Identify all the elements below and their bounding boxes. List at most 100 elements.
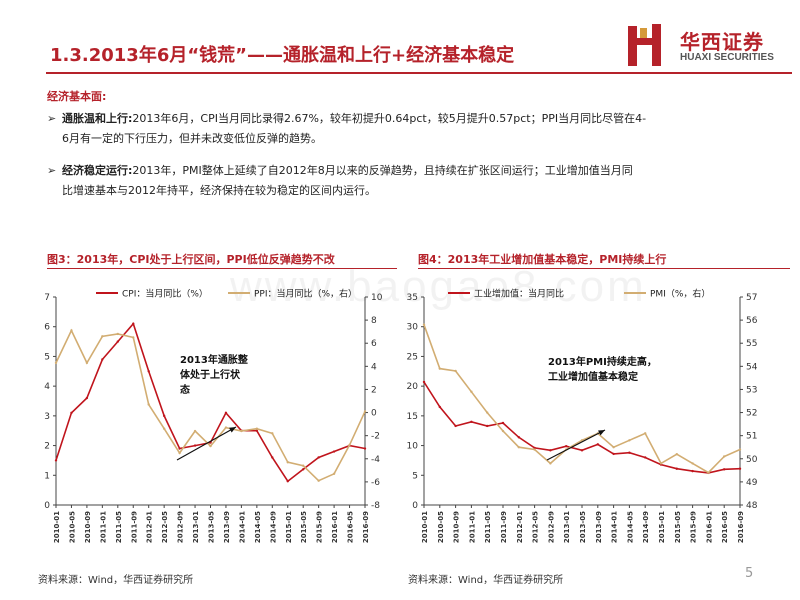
x-tick-label: 2015-09 (690, 511, 698, 543)
x-tick-label: 2014-05 (626, 511, 634, 543)
bullet-line: 6月有一定的下行压力，但并未改变低位反弹的趋势。 (62, 132, 322, 145)
data-point (240, 429, 243, 433)
data-point (193, 444, 197, 447)
data-point (628, 451, 631, 454)
data-point (317, 479, 320, 482)
x-tick-label: 2010-01 (421, 511, 429, 543)
legend-label: PPI：当月同比（%，右） (254, 288, 357, 300)
x-tick-label: 2010-05 (68, 511, 76, 543)
x-tick-label: 2011-09 (500, 511, 508, 543)
y-right-tick-label: 10 (371, 293, 383, 303)
x-tick-label: 2010-09 (84, 511, 92, 543)
x-tick-label: 2013-01 (192, 511, 200, 543)
data-point (70, 329, 73, 332)
bullet-line: 比增速基本与2012年持平，经济保持在较为稳定的区间内运行。 (62, 184, 376, 197)
data-point (738, 448, 742, 451)
data-point (162, 414, 166, 418)
y-left-tick-label: 1 (44, 471, 50, 481)
y-right-tick-label: 6 (371, 339, 377, 349)
data-point (596, 443, 599, 446)
annotation-text: 体处于上行状 (180, 368, 241, 381)
data-point (675, 467, 678, 470)
data-point (54, 459, 58, 462)
bullet-heading: 经济稳定运行: (62, 164, 133, 177)
annotation-arrow (546, 429, 606, 461)
data-point (517, 446, 520, 449)
data-point (147, 370, 150, 373)
x-tick-label: 2013-05 (579, 511, 587, 543)
data-point (644, 432, 647, 435)
x-tick-label: 2014-01 (238, 511, 246, 543)
bullet-inflation: ➢ 通胀温和上行:2013年6月，CPI当月同比录得2.67%，较年初提升0.6… (47, 109, 757, 149)
data-point (178, 451, 181, 455)
data-point (178, 447, 181, 450)
annotation-text: 工业增加值基本稳定 (548, 370, 638, 383)
x-tick-label: 2016-01 (331, 511, 339, 543)
x-tick-label: 2013-09 (595, 511, 603, 543)
data-point (116, 332, 120, 336)
y-right-tick-label: 54 (746, 362, 758, 372)
x-tick-label: 2010-01 (53, 511, 61, 543)
data-point (271, 432, 274, 435)
data-point (224, 411, 228, 415)
x-tick-label: 2012-09 (177, 511, 185, 543)
data-point (317, 456, 320, 459)
annotation-arrow (176, 426, 237, 461)
data-point (691, 469, 694, 473)
data-point (271, 456, 274, 459)
y-left-tick-label: 10 (407, 442, 419, 452)
y-left-tick-label: 5 (44, 352, 50, 362)
x-tick-label: 2011-09 (130, 511, 138, 543)
data-point (54, 361, 58, 365)
data-point (302, 464, 305, 467)
y-left-tick-label: 30 (407, 323, 419, 333)
x-tick-label: 2015-05 (674, 511, 682, 543)
y-right-tick-label: 52 (746, 409, 757, 419)
data-point (659, 462, 663, 465)
y-left-tick-label: 4 (44, 382, 50, 392)
annotation-text: 2013年通胀整 (180, 353, 248, 366)
data-point (454, 424, 457, 428)
data-point (332, 472, 336, 475)
y-right-tick-label: 51 (746, 432, 757, 442)
chart4-title-rule (418, 268, 790, 269)
y-left-tick-label: 6 (44, 323, 50, 333)
chart3-title: 图3：2013年，CPI处于上行区间，PPI低位反弹趋势不改 (47, 253, 335, 266)
x-tick-label: 2014-09 (642, 511, 650, 543)
bullet-line: 2013年，PMI整体上延续了自2012年8月以来的反弹趋势，且持续在扩张区间运… (132, 164, 633, 177)
header-divider (46, 72, 792, 74)
x-tick-label: 2015-09 (316, 511, 324, 543)
data-point (549, 462, 552, 465)
x-tick-label: 2012-09 (547, 511, 555, 543)
data-point (486, 411, 489, 414)
y-right-tick-label: 56 (746, 316, 758, 326)
x-tick-label: 2010-05 (437, 511, 445, 543)
x-tick-label: 2011-05 (484, 511, 492, 543)
data-point (209, 444, 212, 448)
data-point (193, 429, 197, 433)
data-point (738, 467, 742, 470)
legend-label: 工业增加值：当月同比 (474, 288, 564, 300)
data-point (612, 446, 615, 449)
data-point (565, 444, 568, 448)
logo-text-en: HUAXI SECURITIES (680, 52, 774, 63)
data-point (255, 429, 259, 432)
y-right-tick-label: 55 (746, 339, 757, 349)
x-tick-label: 2012-05 (161, 511, 169, 543)
data-point (132, 336, 135, 339)
y-right-tick-label: -2 (371, 432, 380, 442)
data-point (116, 340, 120, 343)
x-tick-label: 2015-01 (658, 511, 666, 543)
y-left-tick-label: 25 (407, 352, 418, 362)
bullet-economy: ➢ 经济稳定运行:2013年，PMI整体上延续了自2012年8月以来的反弹趋势，… (47, 161, 757, 201)
arrow-bullet-icon: ➢ (47, 112, 57, 125)
data-point (70, 411, 73, 415)
data-point (348, 443, 351, 447)
y-right-tick-label: 57 (746, 293, 757, 303)
data-point (85, 361, 89, 365)
data-point (628, 439, 631, 442)
annotation-arrowhead (229, 427, 236, 433)
page-number: 5 (745, 566, 754, 581)
data-point (147, 403, 150, 406)
x-tick-label: 2016-09 (737, 511, 745, 543)
